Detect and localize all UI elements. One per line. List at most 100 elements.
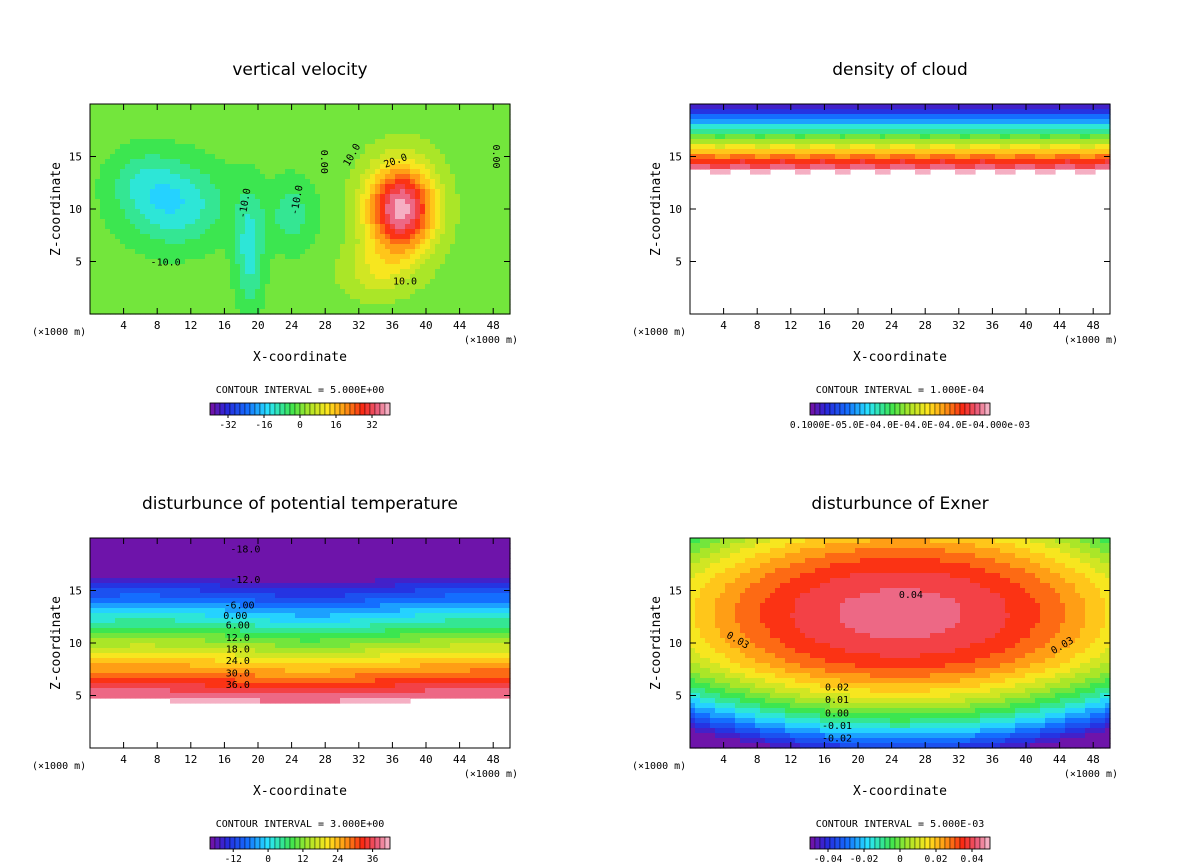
y-tick-label: 5 xyxy=(75,690,82,703)
x-tick-label: 24 xyxy=(885,319,899,332)
x-tick-label: 24 xyxy=(285,319,299,332)
x-unit-right: (×1000 m) xyxy=(1064,769,1118,780)
y-axis-label: Z-coordinate xyxy=(649,162,664,256)
colorbar-label: 0 xyxy=(265,854,271,865)
contour-interval: CONTOUR INTERVAL = 1.000E-04 xyxy=(816,385,985,396)
y-tick-label: 15 xyxy=(69,585,82,598)
x-unit-left: (×1000 m) xyxy=(632,761,686,772)
x-tick-label: 16 xyxy=(218,753,231,766)
colorbar-label: 0 xyxy=(297,420,303,431)
x-tick-label: 48 xyxy=(1087,319,1100,332)
x-tick-label: 16 xyxy=(818,753,831,766)
x-tick-label: 4 xyxy=(720,319,727,332)
x-tick-label: 8 xyxy=(754,319,761,332)
contour-label: 0.00 xyxy=(490,144,501,168)
x-tick-label: 12 xyxy=(784,753,797,766)
contour-label: 0.04 xyxy=(899,590,923,601)
y-tick-label: 5 xyxy=(75,256,82,269)
colorbar-label: 0.02 xyxy=(925,854,948,865)
x-tick-label: 20 xyxy=(851,319,864,332)
colorbar-label: -16 xyxy=(255,420,272,431)
x-tick-label: 8 xyxy=(154,753,161,766)
x-axis-label: X-coordinate xyxy=(253,784,347,799)
x-tick-label: 24 xyxy=(285,753,299,766)
filled-contour-field xyxy=(690,538,1111,749)
contour-interval: CONTOUR INTERVAL = 5.000E-03 xyxy=(816,819,985,830)
x-tick-label: 16 xyxy=(818,319,831,332)
x-axis-label: X-coordinate xyxy=(253,350,347,365)
contour-label: 24.0 xyxy=(226,656,250,667)
chart-title: density of cloud xyxy=(832,60,968,80)
contour-label: 0.01 xyxy=(825,695,849,706)
x-tick-label: 28 xyxy=(319,753,332,766)
chart-title: vertical velocity xyxy=(232,60,367,80)
x-unit-left: (×1000 m) xyxy=(632,327,686,338)
x-axis-label: X-coordinate xyxy=(853,784,947,799)
colorbar-label: 16 xyxy=(330,420,342,431)
x-tick-label: 12 xyxy=(184,753,197,766)
y-tick-label: 5 xyxy=(675,690,682,703)
colorbar-label: -0.04 xyxy=(814,854,843,865)
x-tick-label: 44 xyxy=(1053,753,1067,766)
x-tick-label: 20 xyxy=(851,753,864,766)
contour-interval: CONTOUR INTERVAL = 3.000E+00 xyxy=(216,819,385,830)
x-tick-label: 4 xyxy=(120,319,127,332)
y-tick-label: 10 xyxy=(69,203,82,216)
chart-title: disturbunce of Exner xyxy=(811,494,988,514)
x-tick-label: 48 xyxy=(487,319,500,332)
y-axis-label: Z-coordinate xyxy=(649,596,664,690)
x-tick-label: 48 xyxy=(1087,753,1100,766)
contour-label: 0.00 xyxy=(825,709,849,720)
x-unit-right: (×1000 m) xyxy=(464,335,518,346)
y-tick-label: 10 xyxy=(669,203,682,216)
y-tick-label: 10 xyxy=(669,637,682,650)
y-tick-label: 15 xyxy=(669,151,682,164)
x-tick-label: 44 xyxy=(453,319,467,332)
filled-contour-field xyxy=(90,538,511,704)
x-tick-label: 4 xyxy=(720,753,727,766)
x-tick-label: 36 xyxy=(386,319,399,332)
colorbar-label: 0.1000E-05.0E-04.0E-04.0E-04.0E-04.000e-… xyxy=(790,420,1030,431)
x-tick-label: 8 xyxy=(754,753,761,766)
colorbar-label: 0.04 xyxy=(961,854,984,865)
x-tick-label: 40 xyxy=(1019,753,1032,766)
x-axis-label: X-coordinate xyxy=(853,350,947,365)
y-axis-label: Z-coordinate xyxy=(49,596,64,690)
contour-label: 30.0 xyxy=(226,669,250,680)
colorbar: 0.1000E-05.0E-04.0E-04.0E-04.0E-04.000e-… xyxy=(790,402,1030,431)
colorbar-label: 32 xyxy=(366,420,377,431)
colorbar-label: 24 xyxy=(332,854,344,865)
colorbar-label: 12 xyxy=(297,854,308,865)
colorbar-label: -12 xyxy=(225,854,242,865)
y-axis-label: Z-coordinate xyxy=(49,162,64,256)
x-tick-label: 28 xyxy=(919,319,932,332)
x-unit-right: (×1000 m) xyxy=(464,769,518,780)
colorbar-label: -32 xyxy=(219,420,236,431)
colorbar: -0.04 -0.02 0 0.02 0.04 xyxy=(809,836,991,865)
contour-label: 10.0 xyxy=(393,277,417,288)
colorbar: -12 0 12 24 36 xyxy=(209,836,391,865)
x-tick-label: 4 xyxy=(120,753,127,766)
colorbar: -32 -16 0 16 32 xyxy=(209,402,391,431)
contour-label: 36.0 xyxy=(226,680,250,691)
x-tick-label: 12 xyxy=(784,319,797,332)
x-tick-label: 32 xyxy=(952,753,965,766)
colorbar-label: 0 xyxy=(897,854,903,865)
x-tick-label: 36 xyxy=(986,753,999,766)
contour-label: -10.0 xyxy=(237,188,253,220)
x-tick-label: 8 xyxy=(154,319,161,332)
x-tick-label: 28 xyxy=(919,753,932,766)
x-unit-right: (×1000 m) xyxy=(1064,335,1118,346)
x-tick-label: 40 xyxy=(1019,319,1032,332)
contour-interval: CONTOUR INTERVAL = 5.000E+00 xyxy=(216,385,385,396)
x-tick-label: 40 xyxy=(419,319,432,332)
y-tick-label: 5 xyxy=(675,256,682,269)
x-tick-label: 20 xyxy=(251,753,264,766)
x-tick-label: 48 xyxy=(487,753,500,766)
x-tick-label: 32 xyxy=(352,753,365,766)
filled-contour-field xyxy=(90,104,511,315)
x-tick-label: 20 xyxy=(251,319,264,332)
